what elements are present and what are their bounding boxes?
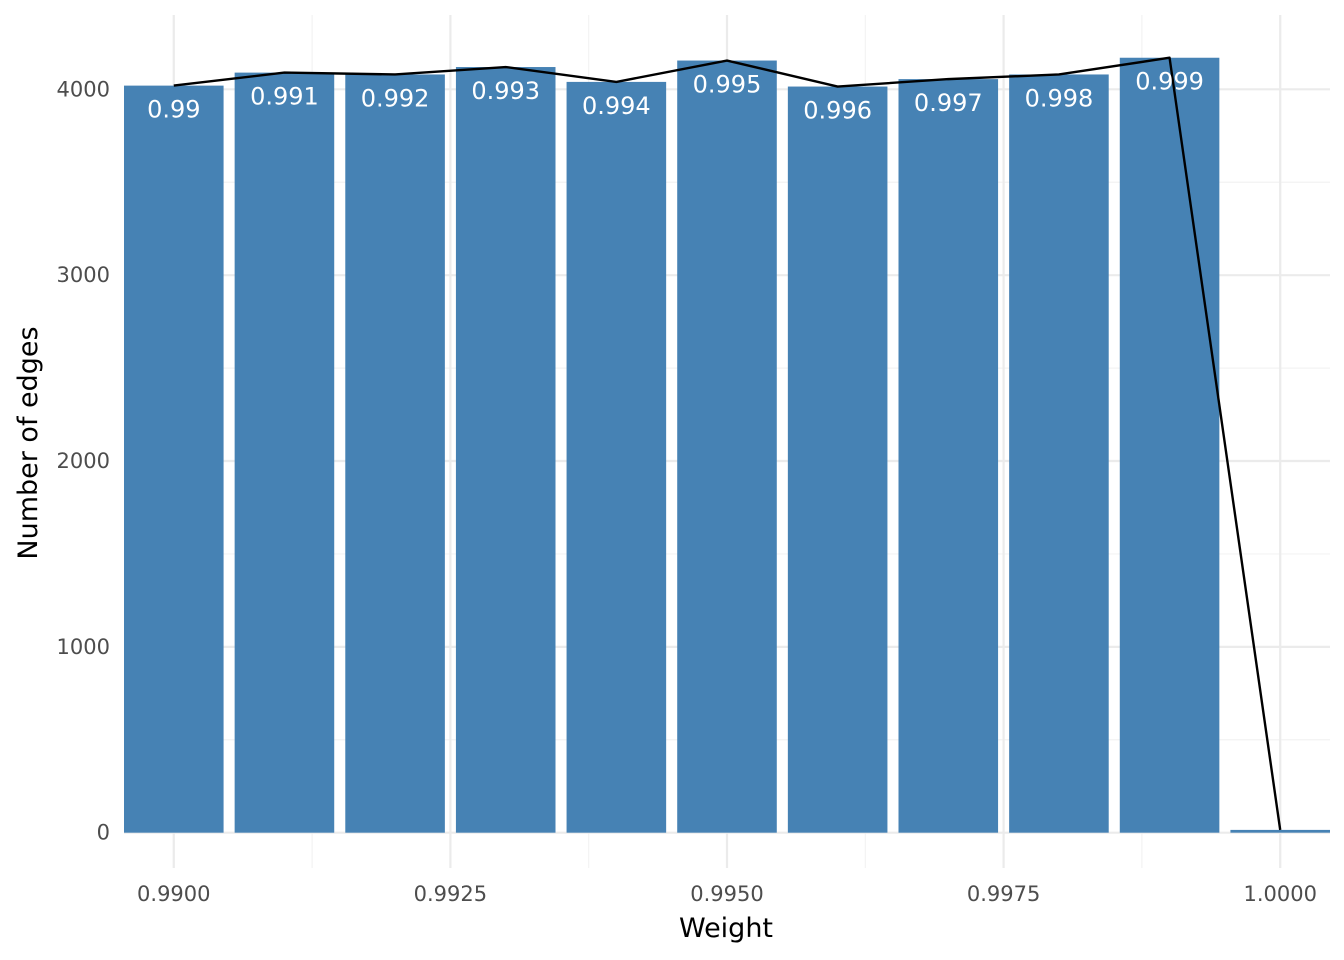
bar (455, 67, 556, 833)
y-tick-label: 4000 (57, 77, 110, 101)
bar-value-label: 0.997 (914, 89, 983, 117)
y-tick-label: 1000 (57, 635, 110, 659)
bars-layer (124, 57, 1330, 833)
bar (1119, 57, 1220, 833)
trend-line-layer (173, 56, 1282, 831)
bar-value-label: 0.993 (471, 77, 540, 105)
bar (677, 60, 777, 833)
bar-value-label: 0.996 (803, 97, 872, 125)
bar (124, 85, 224, 833)
y-tick-label: 0 (97, 821, 110, 845)
x-tick-label: 0.9950 (690, 882, 763, 906)
bar (566, 81, 667, 833)
x-tick-label: 0.9925 (414, 882, 487, 906)
bar-value-label: 0.992 (361, 84, 430, 112)
y-tick-label: 3000 (57, 263, 110, 287)
bar (1230, 829, 1330, 833)
bar (898, 79, 999, 833)
x-tick-label: 0.9975 (967, 882, 1040, 906)
x-tick-label: 0.9900 (137, 882, 210, 906)
x-axis-tick-labels: 0.9900 0.9925 0.9950 0.9975 1.0000 (137, 882, 1317, 906)
bar (1009, 74, 1109, 833)
bar-value-label: 0.998 (1025, 84, 1094, 112)
y-axis-title: Number of edges (13, 326, 44, 559)
y-tick-label: 2000 (57, 449, 110, 473)
bar (787, 86, 888, 833)
bar-value-label: 0.991 (250, 83, 319, 111)
trend-line (173, 56, 1282, 831)
x-axis-title: Weight (679, 913, 773, 944)
bar-value-label: 0.994 (582, 92, 651, 120)
bar-value-label: 0.999 (1135, 68, 1204, 96)
y-axis-tick-labels: 0 1000 2000 3000 4000 (57, 77, 110, 844)
bar-value-label: 0.995 (693, 71, 762, 99)
bar (345, 74, 445, 833)
bar-labels-layer: 0.99 0.991 0.992 0.993 0.994 0.995 0.996 0.997 0… (147, 68, 1204, 125)
bar (234, 72, 335, 833)
bar-value-label: 0.99 (147, 96, 200, 124)
x-tick-label: 1.0000 (1243, 882, 1316, 906)
